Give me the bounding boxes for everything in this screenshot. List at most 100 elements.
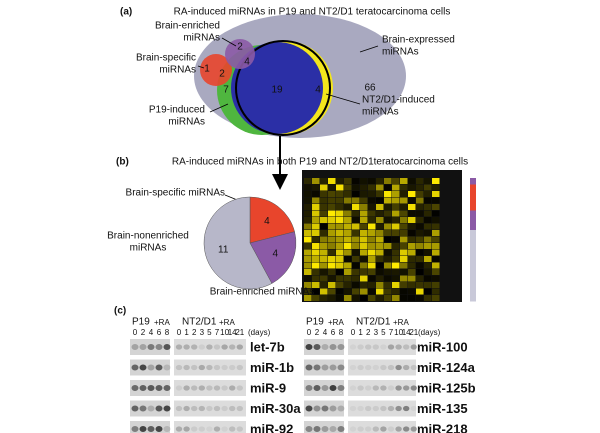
blot-band	[229, 385, 236, 391]
heat-cell	[432, 204, 440, 210]
blot-band	[357, 364, 364, 371]
heat-cell	[392, 288, 400, 295]
day-label: 0	[307, 328, 312, 337]
mirna-label: miR-218	[417, 421, 468, 433]
heat-cell	[336, 184, 344, 191]
day-label: 3	[200, 328, 205, 337]
blot-band	[395, 364, 402, 371]
heat-cell	[360, 223, 368, 230]
blot-band	[305, 344, 313, 350]
venn-count: 4	[315, 85, 321, 96]
heat-cell	[344, 217, 352, 223]
day-label: 7	[389, 328, 394, 337]
blot-band	[337, 344, 345, 350]
venn-both	[231, 42, 323, 134]
blot-band	[329, 405, 337, 412]
heat-cell	[344, 269, 352, 275]
blot-band	[313, 405, 321, 412]
heat-cell	[376, 178, 384, 184]
heat-cell	[416, 256, 424, 262]
heat-cell	[320, 210, 328, 217]
blot	[130, 400, 170, 417]
heat-cell	[392, 236, 400, 243]
heat-cell	[328, 178, 336, 184]
heat-cell	[384, 282, 392, 288]
heat-cell	[360, 204, 368, 210]
blot-band	[349, 385, 357, 391]
heat-cell	[312, 184, 320, 191]
heat-cell	[352, 204, 360, 210]
blot-band	[139, 405, 147, 412]
heat-cell	[328, 236, 336, 243]
pie-label: Brain-enriched miRNAs	[210, 287, 314, 298]
heat-cell	[312, 243, 320, 249]
heat-cell	[408, 243, 416, 249]
heat-cell	[344, 184, 352, 191]
blot-band	[147, 385, 155, 391]
heat-cell	[376, 230, 384, 236]
blot-band	[329, 385, 337, 391]
heat-cell	[400, 204, 408, 210]
blot-band	[357, 385, 364, 391]
day-label: 1	[184, 328, 189, 337]
heat-cell	[312, 295, 320, 301]
heat-cell	[328, 288, 336, 295]
blot	[348, 400, 416, 417]
heat-group-bar	[470, 184, 476, 211]
pie-value: 11	[218, 244, 229, 255]
blot-band	[349, 426, 357, 432]
heat-group-bar	[470, 230, 476, 302]
heat-cell	[424, 210, 432, 217]
heat-cell	[432, 269, 440, 275]
blot-band	[395, 405, 402, 412]
heat-cell	[424, 184, 432, 191]
blot-band	[403, 405, 410, 412]
heat-cell	[336, 191, 344, 197]
heat-cell	[368, 230, 376, 236]
blot-band	[380, 426, 387, 432]
heat-cell	[368, 217, 376, 223]
blot-band	[206, 426, 213, 432]
heat-cell	[360, 282, 368, 288]
blot-band	[221, 344, 228, 350]
day-label: 21	[409, 328, 418, 337]
mirna-label: miR-124a	[417, 360, 476, 375]
heat-cell	[368, 282, 376, 288]
heat-cell	[368, 243, 376, 249]
heat-cell	[328, 249, 336, 256]
heat-cell	[392, 249, 400, 256]
heat-cell	[320, 197, 328, 204]
heat-cell	[408, 210, 416, 217]
day-label: 5	[381, 328, 386, 337]
heat-cell	[368, 191, 376, 197]
blot-band	[191, 405, 198, 412]
heat-cell	[432, 210, 440, 217]
heat-cell	[336, 269, 344, 275]
heat-cell	[408, 282, 416, 288]
heat-cell	[320, 191, 328, 197]
heat-cell	[336, 275, 344, 282]
blot-band	[357, 426, 364, 432]
heat-cell	[360, 210, 368, 217]
blot	[174, 380, 246, 396]
heat-cell	[432, 288, 440, 295]
heat-cell	[368, 184, 376, 191]
blot-band	[229, 405, 236, 412]
heat-cell	[336, 243, 344, 249]
blot-band	[221, 364, 228, 371]
heat-cell	[368, 288, 376, 295]
heat-cell	[344, 178, 352, 184]
day-label: 0	[177, 328, 182, 337]
heat-cell	[352, 262, 360, 269]
heat-cell	[408, 288, 416, 295]
heat-cell	[312, 204, 320, 210]
heat-cell	[408, 262, 416, 269]
heat-cell	[416, 210, 424, 217]
heat-cell	[344, 256, 352, 262]
blot-band	[349, 405, 357, 412]
blot-band	[403, 385, 410, 391]
heat-cell	[328, 275, 336, 282]
day-label: 6	[157, 328, 162, 337]
blot-band	[139, 385, 147, 391]
venn-label: miRNAs	[382, 47, 419, 58]
